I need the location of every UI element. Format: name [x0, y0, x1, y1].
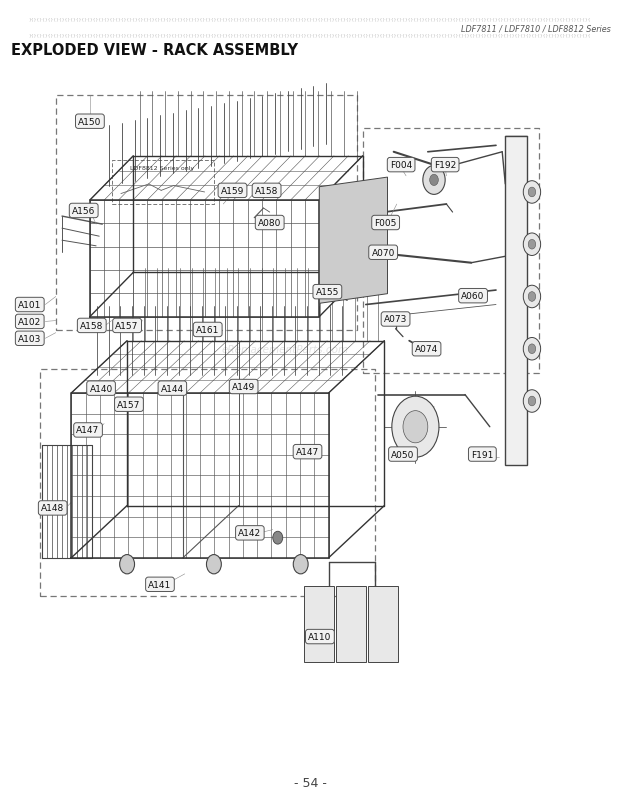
Circle shape — [523, 234, 541, 256]
Circle shape — [430, 175, 438, 186]
Text: A080: A080 — [258, 218, 281, 228]
Circle shape — [523, 181, 541, 204]
Text: A157: A157 — [117, 400, 141, 410]
Text: A150: A150 — [78, 117, 102, 127]
Circle shape — [528, 292, 536, 302]
Text: A074: A074 — [415, 344, 438, 354]
Text: A158: A158 — [255, 186, 278, 196]
Text: - 54 -: - 54 - — [293, 776, 327, 789]
Text: EXPLODED VIEW - RACK ASSEMBLY: EXPLODED VIEW - RACK ASSEMBLY — [11, 43, 298, 58]
Text: A110: A110 — [308, 632, 332, 642]
Circle shape — [206, 555, 221, 574]
Text: }{}{}{}{}{}{}{}{}{}{}{}{}{}{}{}{}{}{}{}{}{}{}{}{}{}{}{}{}{}{}{}{}{}{}{}{}{}{}{}{: }{}{}{}{}{}{}{}{}{}{}{}{}{}{}{}{}{}{}{}{… — [29, 18, 591, 21]
Text: eReplacementParts.com: eReplacementParts.com — [221, 344, 349, 354]
Text: A060: A060 — [461, 291, 485, 301]
Text: LDF8812 Series only: LDF8812 Series only — [130, 165, 195, 170]
Text: A101: A101 — [18, 300, 42, 310]
Text: A103: A103 — [18, 334, 42, 344]
Text: A144: A144 — [161, 384, 184, 393]
Circle shape — [528, 240, 536, 250]
Text: F004: F004 — [390, 161, 412, 170]
Text: A159: A159 — [221, 186, 244, 196]
Text: F191: F191 — [471, 450, 494, 459]
Text: A050: A050 — [391, 450, 415, 459]
Circle shape — [523, 338, 541, 361]
Circle shape — [523, 390, 541, 413]
Text: A147: A147 — [76, 426, 100, 435]
Text: A161: A161 — [196, 325, 219, 335]
Circle shape — [423, 166, 445, 195]
Text: A157: A157 — [115, 321, 139, 331]
Text: A149: A149 — [232, 382, 255, 392]
Circle shape — [523, 286, 541, 308]
Circle shape — [120, 555, 135, 574]
FancyBboxPatch shape — [304, 586, 334, 662]
Text: F192: F192 — [434, 161, 456, 170]
FancyBboxPatch shape — [336, 586, 366, 662]
Text: A102: A102 — [18, 317, 42, 327]
Circle shape — [273, 532, 283, 544]
Circle shape — [392, 397, 439, 458]
Circle shape — [293, 555, 308, 574]
Text: A070: A070 — [371, 248, 395, 258]
Polygon shape — [319, 178, 388, 304]
Text: A158: A158 — [80, 321, 104, 331]
Text: A147: A147 — [296, 447, 319, 457]
FancyBboxPatch shape — [368, 586, 398, 662]
Circle shape — [528, 188, 536, 198]
Circle shape — [403, 411, 428, 443]
Circle shape — [528, 344, 536, 354]
Circle shape — [528, 397, 536, 406]
FancyBboxPatch shape — [505, 137, 527, 466]
Text: A142: A142 — [238, 528, 262, 538]
Text: A140: A140 — [89, 384, 113, 393]
Text: A156: A156 — [72, 206, 95, 216]
Text: A148: A148 — [41, 503, 64, 513]
Text: LDF7811 / LDF7810 / LDF8812 Series: LDF7811 / LDF7810 / LDF8812 Series — [461, 24, 611, 34]
Text: A073: A073 — [384, 315, 407, 324]
Text: A155: A155 — [316, 287, 339, 297]
Text: F005: F005 — [374, 218, 397, 228]
Text: A141: A141 — [148, 580, 172, 589]
Text: }{}{}{}{}{}{}{}{}{}{}{}{}{}{}{}{}{}{}{}{}{}{}{}{}{}{}{}{}{}{}{}{}{}{}{}{}{}{}{}{: }{}{}{}{}{}{}{}{}{}{}{}{}{}{}{}{}{}{}{}{… — [29, 34, 591, 37]
